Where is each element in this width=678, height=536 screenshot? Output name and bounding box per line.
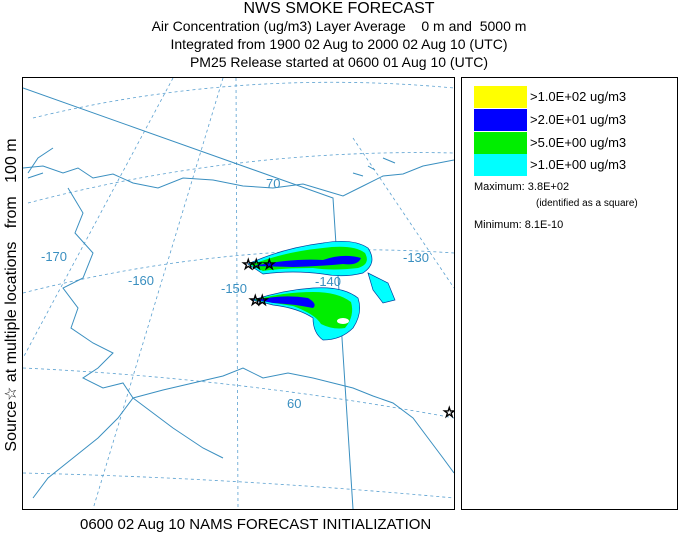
legend-panel: >1.0E+02 ug/m3 >2.0E+01 ug/m3 >5.0E+00 u…: [461, 77, 678, 510]
subtitle-concentration: Air Concentration (ug/m3) Layer Average …: [151, 18, 527, 34]
smoke-plume-north: [247, 241, 396, 304]
plume-south-hole: [337, 318, 349, 324]
source-label-text: Source☆ at multiple locations from 100 m: [3, 138, 20, 452]
maximum-value: Maximum: 3.8E+02: [474, 181, 570, 193]
legend-swatch: [474, 109, 527, 131]
lon-label-170: -170: [41, 249, 67, 264]
source-star-1: ☆: [242, 256, 255, 272]
legend-item: >1.0E+02 ug/m3: [474, 86, 674, 108]
source-star-4: ☆: [249, 292, 262, 308]
legend-label: >2.0E+01 ug/m3: [530, 112, 627, 127]
lat-line-75: [32, 81, 454, 119]
legend-label: >1.0E+00 ug/m3: [530, 157, 627, 172]
north-coast: [23, 159, 454, 197]
lon-label-160: -160: [128, 273, 154, 288]
peninsula: [132, 397, 224, 459]
forecast-initialization: 0600 02 Aug 10 NAMS FORECAST INITIALIZAT…: [80, 516, 432, 533]
border-line: [23, 87, 354, 509]
plume-north-tail: [367, 272, 396, 304]
source-label: Source☆ at multiple locations from 100 m: [0, 75, 22, 515]
lon-label-150: -150: [221, 281, 247, 296]
meridian-lines: [23, 78, 454, 509]
maximum-note: (identified as a square): [536, 198, 638, 209]
source-markers: ☆ ☆ ☆ ☆ ☆ ☆: [242, 256, 455, 421]
map-panel: ☆ ☆ ☆ ☆ ☆ ☆ -170 -160 -150 -140 -130 70 …: [22, 77, 455, 510]
source-star-6: ☆: [443, 404, 454, 420]
source-star-3: ☆: [263, 256, 276, 272]
meridian-160: [92, 78, 224, 509]
island-arc: [27, 147, 54, 179]
source-star-5: ☆: [256, 292, 269, 308]
lat-label-70: 70: [266, 176, 280, 191]
legend-label: >5.0E+00 ug/m3: [530, 135, 627, 150]
legend-item: >1.0E+00 ug/m3: [474, 154, 674, 176]
plume-south-blue: [257, 296, 315, 308]
lat-label-60: 60: [287, 396, 301, 411]
smoke-map: ☆ ☆ ☆ ☆ ☆ ☆ -170 -160 -150 -140 -130 70 …: [23, 78, 454, 509]
plume-north-blue: [253, 255, 361, 267]
legend-item: >5.0E+00 ug/m3: [474, 132, 674, 154]
subtitle-release: PM25 Release started at 0600 01 Aug 10 (…: [189, 54, 489, 70]
lon-label-130: -130: [403, 250, 429, 265]
subtitle-integration: Integrated from 1900 02 Aug to 2000 02 A…: [170, 36, 508, 52]
west-coast: [32, 187, 134, 499]
source-star-2: ☆: [250, 256, 263, 272]
legend-swatch: [474, 154, 527, 176]
minimum-value: Minimum: 8.1E-10: [474, 219, 564, 231]
legend-label: >1.0E+02 ug/m3: [530, 89, 627, 104]
smoke-plume-south: [251, 287, 360, 341]
south-coast: [132, 367, 454, 474]
islands-north: [352, 157, 396, 177]
map-title: NWS SMOKE FORECAST: [243, 0, 435, 17]
lon-label-140: -140: [315, 274, 341, 289]
lat-line-55: [23, 472, 454, 499]
latitude-lines: [23, 81, 454, 499]
legend-swatch: [474, 86, 527, 108]
lat-line-65: [23, 249, 454, 294]
lat-line-70: [27, 152, 454, 204]
legend-swatch: [474, 132, 527, 154]
meridian-170: [23, 78, 174, 359]
coastline: [23, 147, 454, 499]
legend-item: >2.0E+01 ug/m3: [474, 109, 674, 131]
meridian-130: [352, 137, 454, 289]
